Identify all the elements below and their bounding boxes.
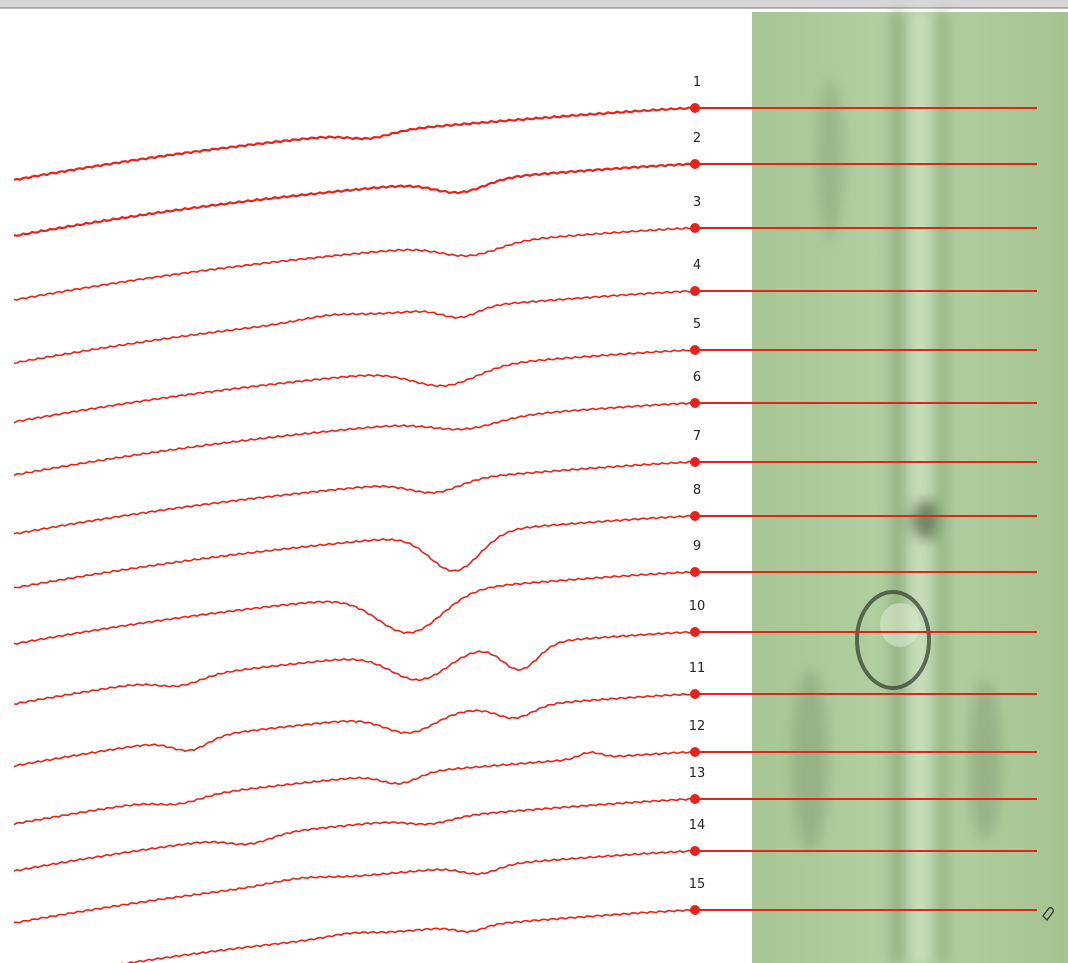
profile-curve [14, 571, 695, 644]
section-marker [690, 398, 700, 408]
profile-curve [14, 516, 695, 588]
section-marker [690, 689, 700, 699]
section-label: 9 [693, 539, 701, 554]
relief-highlight [910, 12, 930, 963]
section-marker [690, 794, 700, 804]
section-marker [690, 905, 700, 915]
relief-ridge [935, 12, 949, 963]
section-label: 11 [689, 661, 706, 676]
section-marker [690, 159, 700, 169]
relief-pit-highlight [880, 603, 920, 647]
relief-ridge [890, 12, 906, 963]
section-label: 5 [693, 317, 701, 332]
section-label: 12 [689, 719, 706, 734]
profile-curve [14, 107, 695, 179]
section-marker [690, 747, 700, 757]
section-marker [690, 103, 700, 113]
profile-curve [14, 851, 695, 923]
relief-spot [792, 670, 828, 850]
profile-curve [14, 403, 695, 476]
relief-spot [816, 80, 844, 240]
title-bar [0, 0, 1068, 8]
section-marker [690, 846, 700, 856]
section-label: 15 [689, 877, 706, 892]
section-marker [690, 345, 700, 355]
section-label: 3 [693, 195, 701, 210]
section-label: 14 [689, 818, 706, 833]
section-marker [690, 457, 700, 467]
page: 123456789101112131415 (() => { const dat… [0, 0, 1068, 963]
section-label: 8 [693, 483, 701, 498]
section-label: 4 [693, 258, 701, 273]
profile-curve [14, 909, 695, 963]
section-label: 6 [693, 370, 701, 385]
profile-curve [14, 349, 695, 423]
section-marker [690, 286, 700, 296]
profile-curve [14, 799, 695, 872]
section-label: 1 [693, 75, 701, 90]
section-label: 10 [689, 599, 706, 614]
profile-curve [14, 751, 695, 824]
relief-spot [969, 680, 1001, 840]
section-marker [690, 223, 700, 233]
profile-curve [14, 291, 695, 364]
section-marker [690, 627, 700, 637]
relief-spot [911, 498, 939, 542]
section-label: 7 [693, 429, 701, 444]
profile-curve [14, 631, 695, 704]
section-marker [690, 567, 700, 577]
profile-curve [14, 693, 695, 766]
surface-image [752, 12, 1068, 963]
section-label: 2 [693, 131, 701, 146]
profile-view: 123456789101112131415 [0, 0, 1068, 963]
section-label: 13 [689, 766, 706, 781]
section-marker [690, 511, 700, 521]
profile-curve [14, 227, 695, 300]
profile-curve [14, 164, 695, 236]
